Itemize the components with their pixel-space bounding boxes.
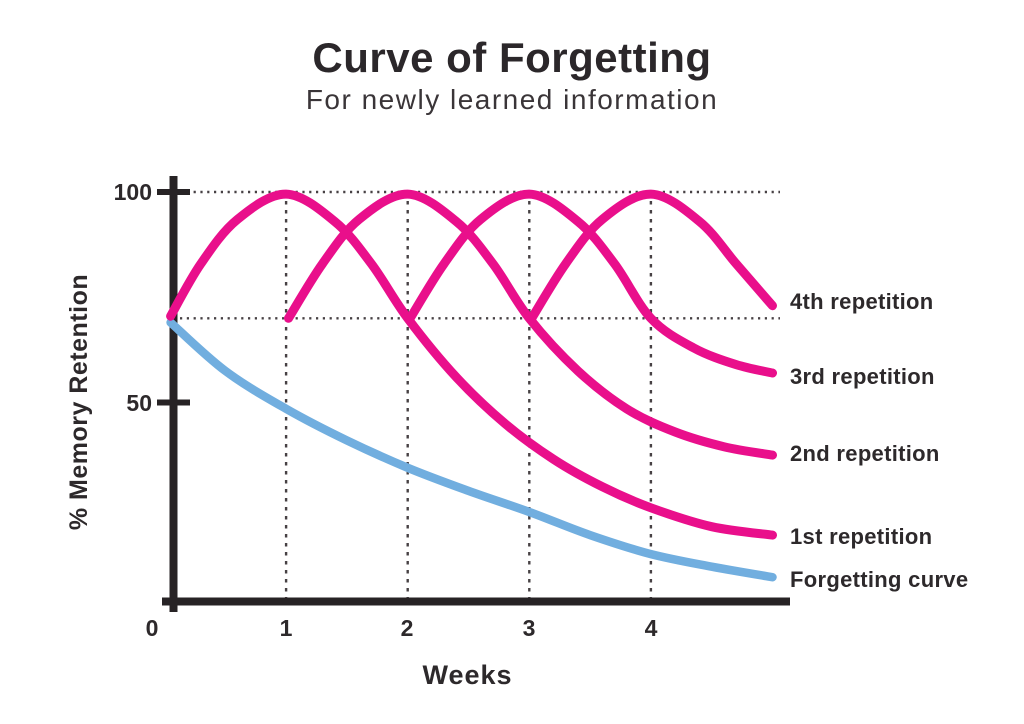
x-tick-label-2: 2	[400, 615, 414, 641]
series-line-3rd-repetition	[405, 189, 777, 378]
x-tick-label-1: 1	[279, 615, 293, 641]
x-tick-label-4: 4	[644, 615, 658, 641]
series-label-4th-repetition: 4th repetition	[790, 289, 934, 314]
x-axis-title: Weeks	[422, 660, 513, 690]
x-tick-label-3: 3	[522, 615, 536, 641]
chart-subtitle: For newly learned information	[305, 84, 719, 115]
series-line-1st-repetition	[166, 189, 777, 540]
series-label-1st-repetition: 1st repetition	[790, 524, 933, 549]
series-label-3rd-repetition: 3rd repetition	[790, 364, 935, 389]
series-line-4th-repetition	[527, 189, 777, 323]
y-tick-label-50: 50	[126, 390, 152, 416]
y-axis-title: % Memory Retention	[65, 273, 93, 531]
x-tick-label-0: 0	[145, 615, 159, 641]
series-label-2nd-repetition: 2nd repetition	[790, 441, 940, 466]
series-line-forgetting-curve	[166, 318, 777, 582]
series-line-2nd-repetition	[284, 189, 777, 460]
series-label-forgetting-curve: Forgetting curve	[790, 567, 969, 592]
chart-title: Curve of Forgetting	[312, 34, 712, 81]
y-tick-label-100: 100	[113, 179, 152, 205]
